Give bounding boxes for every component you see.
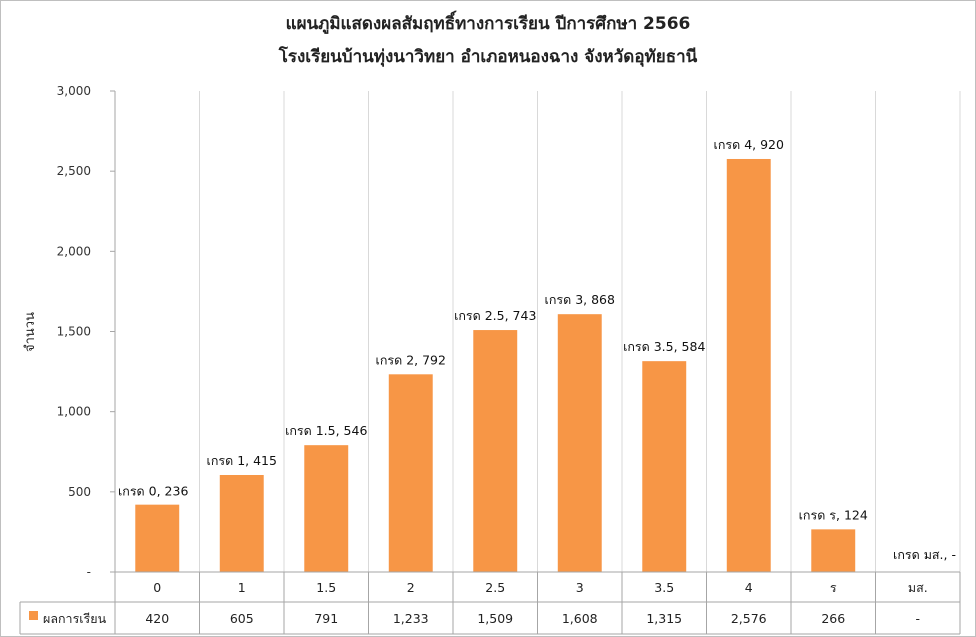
- table-value: 605: [230, 611, 254, 626]
- y-tick-label: 3,000: [57, 84, 91, 98]
- y-tick-label: 2,500: [57, 164, 91, 178]
- y-axis: - 500 1,000 1,500 2,000 2,500 3,000: [57, 84, 116, 579]
- bar: [811, 529, 856, 572]
- table-value: 2,576: [731, 611, 767, 626]
- data-label: เกรด 2.5, 743: [454, 308, 536, 323]
- chart-title: แผนภูมิแสดงผลสัมฤทธิ์ทางการเรียน ปีการศึ…: [286, 10, 691, 35]
- chart-subtitle: โรงเรียนบ้านทุ่งนาวิทยา อำเภอหนองฉาง จัง…: [278, 46, 698, 67]
- bar: [388, 374, 433, 572]
- bar: [304, 445, 349, 572]
- legend-label: ผลการเรียน: [43, 611, 107, 626]
- y-axis-label: จำนวน: [23, 312, 38, 352]
- x-category-label: 0: [153, 580, 161, 595]
- table-value: -: [915, 611, 920, 626]
- table-value: 266: [821, 611, 845, 626]
- y-tick-label: 1,500: [57, 325, 91, 339]
- table-value: 1,315: [646, 611, 682, 626]
- x-category-label: 4: [745, 580, 753, 595]
- bar: [557, 314, 602, 572]
- legend-swatch: [29, 611, 38, 620]
- x-category-label: ร: [830, 580, 837, 595]
- y-tick-label: -: [87, 565, 91, 579]
- bar: [726, 158, 771, 573]
- x-category-label: 2: [407, 580, 415, 595]
- data-table: 0 420 1 605 1.5 791 2 1,233 2.5 1,509 3 1,608 3.5 1,3…: [19, 571, 961, 635]
- bar: [135, 504, 180, 572]
- x-category-label: 3: [576, 580, 584, 595]
- y-tick-label: 2,000: [57, 244, 91, 258]
- table-value: 420: [145, 611, 169, 626]
- data-label: เกรด มส., -: [893, 547, 956, 562]
- x-category-label: 1: [238, 580, 246, 595]
- bar: [219, 474, 264, 572]
- table-value: 1,509: [477, 611, 513, 626]
- table-value: 1,608: [562, 611, 598, 626]
- data-label: เกรด 1.5, 546: [285, 423, 367, 438]
- data-label: เกรด 2, 792: [376, 352, 446, 367]
- x-category-label: มส.: [908, 580, 928, 595]
- data-label: เกรด 3, 868: [545, 292, 615, 307]
- y-tick-label: 500: [68, 485, 91, 499]
- table-value: 1,233: [393, 611, 429, 626]
- x-category-label: 2.5: [485, 580, 505, 595]
- data-label: เกรด 3.5, 584: [623, 339, 705, 354]
- y-tick-label: 1,000: [57, 405, 91, 419]
- bar: [642, 361, 687, 572]
- data-label: เกรด 0, 236: [118, 484, 188, 499]
- grid-lines: [199, 91, 961, 572]
- data-label: เกรด ร, 124: [799, 507, 868, 522]
- data-label: เกรด 4, 920: [714, 137, 784, 152]
- data-labels-group: เกรด 0, 236 เกรด 1, 415 เกรด 1.5, 546 เกรด …: [118, 137, 956, 562]
- x-category-label: 3.5: [654, 580, 674, 595]
- bars-group: [135, 158, 856, 573]
- data-label: เกรด 1, 415: [207, 453, 277, 468]
- table-value: 791: [314, 611, 338, 626]
- bar: [473, 330, 518, 572]
- x-category-label: 1.5: [316, 580, 336, 595]
